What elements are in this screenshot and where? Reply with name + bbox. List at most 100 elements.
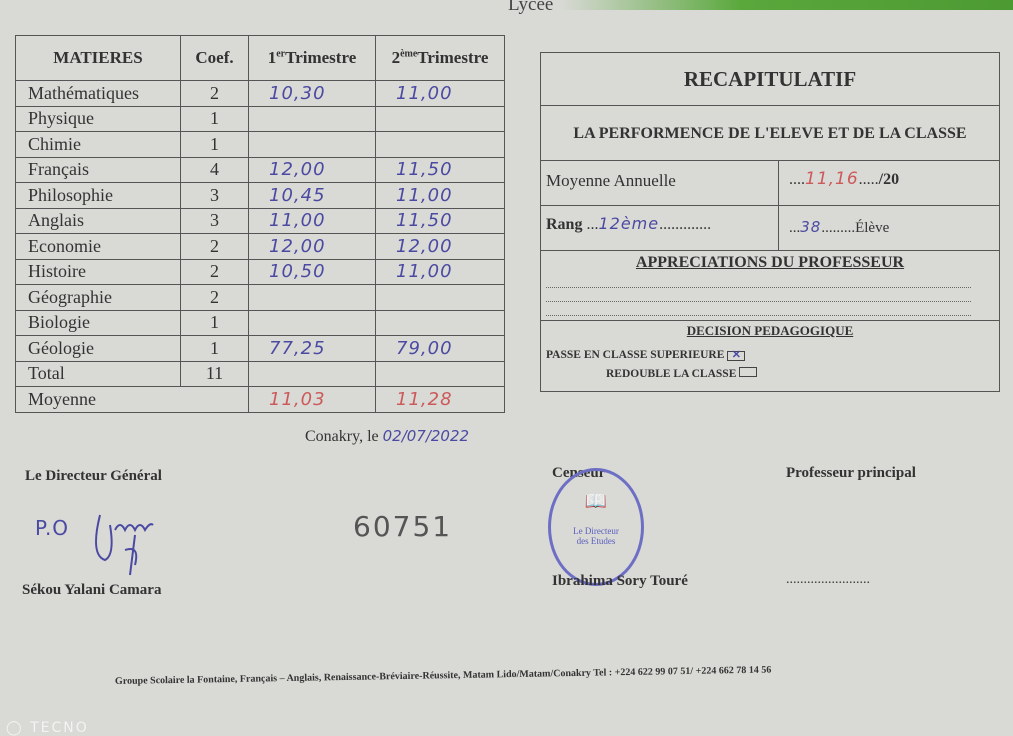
average-label: Moyenne	[15, 386, 249, 413]
checkbox-checked-icon[interactable]: ✕	[727, 350, 746, 361]
decision-title: DECISION PEDAGOGIQUE	[686, 323, 854, 338]
grade-t1: 11,00	[248, 207, 376, 234]
handwritten-number: 60751	[353, 510, 453, 543]
coef: 1	[180, 335, 249, 362]
coef: 2	[180, 80, 249, 107]
teacher-name: ........................	[786, 572, 870, 587]
decision-repeat[interactable]: REDOUBLE LA CLASSE	[606, 367, 999, 380]
table-row: Economie 2 12,00 12,00	[15, 233, 505, 260]
subject: Physique	[15, 105, 181, 132]
table-row: Total 11	[15, 360, 505, 387]
subject: Histoire	[15, 258, 181, 285]
table-row: Histoire 2 10,50 11,00	[15, 258, 505, 285]
table-row: Mathématiques 2 10,30 11,00	[15, 80, 505, 107]
grade-t2	[375, 105, 505, 132]
subject: Géographie	[15, 284, 181, 311]
coef: 3	[180, 207, 249, 234]
coef: 1	[180, 309, 249, 336]
camera-watermark: ◯ TECNO	[6, 720, 89, 736]
grade-t2: 11,50	[375, 156, 505, 183]
subject: Mathématiques	[15, 80, 181, 107]
table-row: Géographie 2	[15, 284, 505, 311]
grade-t2: 79,00	[375, 335, 505, 362]
grade-t2	[375, 309, 505, 336]
grade-t2: 11,00	[375, 80, 505, 107]
table-row: Français 4 12,00 11,50	[15, 156, 505, 183]
grade-t1	[248, 284, 376, 311]
coef: 11	[180, 360, 249, 387]
subject: Biologie	[15, 309, 181, 336]
coef: 2	[180, 233, 249, 260]
grade-t2: 12,00	[375, 233, 505, 260]
subject: Economie	[15, 233, 181, 260]
col-t1: 1erTrimestre	[248, 35, 376, 81]
grade-t1: 12,00	[248, 156, 376, 183]
grade-t1	[248, 131, 376, 158]
annual-average-row: Moyenne Annuelle ....11,16...../20	[541, 161, 999, 206]
coef: 1	[180, 131, 249, 158]
checkbox-empty-icon[interactable]	[739, 367, 758, 377]
table-header: MATIERES Coef. 1erTrimestre 2èmeTrimestr…	[15, 35, 505, 81]
annual-average-value: 11,16	[805, 169, 859, 189]
school-type: Lycee	[508, 0, 554, 15]
table-row: Physique 1	[15, 105, 505, 132]
subject: Géologie	[15, 335, 181, 362]
director-name: Sékou Yalani Camara	[22, 582, 162, 598]
coef: 2	[180, 284, 249, 311]
grades-table: MATIERES Coef. 1erTrimestre 2èmeTrimestr…	[15, 35, 505, 413]
recap-subtitle: LA PERFORMENCE DE L'ELEVE ET DE LA CLASS…	[541, 106, 999, 161]
subject: Philosophie	[15, 182, 181, 209]
annual-average-label: Moyenne Annuelle	[546, 171, 676, 190]
grade-t2: 11,00	[375, 258, 505, 285]
recap-title: RECAPITULATIF	[541, 53, 999, 106]
top-green-band	[560, 0, 1013, 10]
table-row: Biologie 1	[15, 309, 505, 336]
col-coef: Coef.	[180, 35, 249, 81]
subject: Anglais	[15, 207, 181, 234]
coef: 1	[180, 105, 249, 132]
subject: Français	[15, 156, 181, 183]
teacher-title: Professeur principal	[786, 465, 916, 481]
coef: 3	[180, 182, 249, 209]
table-row: Géologie 1 77,25 79,00	[15, 335, 505, 362]
table-row: Anglais 3 11,00 11,50	[15, 207, 505, 234]
table-row: Chimie 1	[15, 131, 505, 158]
grade-t2: 11,00	[375, 182, 505, 209]
school-stamp: 📖 Le Directeur des Etudes	[548, 468, 644, 586]
grade-t1: 10,30	[248, 80, 376, 107]
grade-t1: 10,45	[248, 182, 376, 209]
average-t1: 11,03	[248, 386, 376, 413]
appreciations-section: APPRECIATIONS DU PROFESSEUR	[541, 251, 999, 321]
coef: 2	[180, 258, 249, 285]
grade-t2	[375, 284, 505, 311]
grade-t1	[248, 309, 376, 336]
grade-t1: 77,25	[248, 335, 376, 362]
rank-row: Rang ...12ème............. ...38........…	[541, 206, 999, 251]
average-row: Moyenne 11,03 11,28	[15, 386, 505, 413]
grade-t2	[375, 131, 505, 158]
decision-pass[interactable]: PASSE EN CLASSE SUPERIEURE ✕	[546, 349, 999, 361]
recap-box: RECAPITULATIF LA PERFORMENCE DE L'ELEVE …	[540, 52, 1000, 392]
rank-value: 12ème	[598, 214, 660, 233]
grade-t2: 11,50	[375, 207, 505, 234]
director-title: Le Directeur Général	[25, 468, 162, 484]
grade-t1	[248, 105, 376, 132]
col-t2: 2èmeTrimestre	[375, 35, 505, 81]
footer-address: Groupe Scolaire la Fontaine, Français – …	[114, 664, 772, 687]
decision-section: DECISION PEDAGOGIQUE PASSE EN CLASSE SUP…	[541, 321, 999, 380]
director-po: P.O	[35, 516, 70, 540]
place-date: Conakry, le 02/07/2022	[305, 427, 470, 445]
subject: Total	[15, 360, 181, 387]
director-signature	[95, 514, 154, 576]
grade-t1: 12,00	[248, 233, 376, 260]
grade-t1: 10,50	[248, 258, 376, 285]
average-t2: 11,28	[375, 386, 505, 413]
subject: Chimie	[15, 131, 181, 158]
appreciations-title: APPRECIATIONS DU PROFESSEUR	[635, 254, 905, 271]
table-row: Philosophie 3 10,45 11,00	[15, 182, 505, 209]
coef: 4	[180, 156, 249, 183]
class-size: 38	[800, 218, 822, 236]
rank-label: Rang	[546, 216, 583, 233]
censor-name: Ibrahima Sory Touré	[552, 573, 688, 589]
col-subject: MATIERES	[15, 35, 181, 81]
